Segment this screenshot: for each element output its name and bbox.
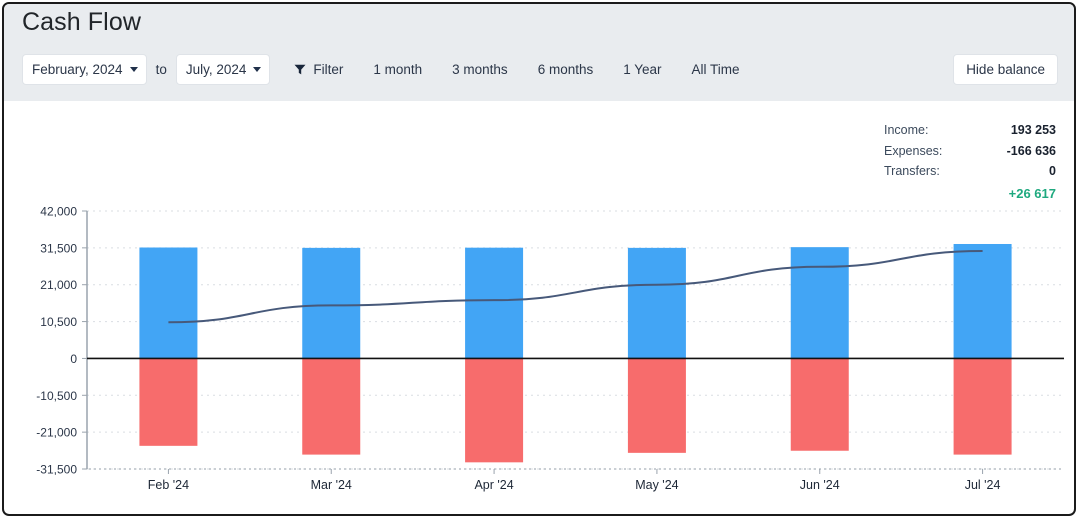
date-range-separator: to — [155, 61, 167, 77]
range-3-months[interactable]: 3 months — [452, 61, 508, 77]
date-from-select[interactable]: February, 2024 — [22, 53, 147, 85]
x-axis-tick-label: Feb '24 — [148, 478, 189, 492]
x-axis-tick-label: Jun '24 — [800, 478, 840, 492]
income-bar[interactable] — [302, 247, 361, 359]
expense-bar[interactable] — [790, 358, 849, 451]
y-axis-tick-label: 31,500 — [40, 241, 77, 255]
transfers-value: 0 — [1049, 164, 1056, 178]
expense-bar[interactable] — [139, 358, 198, 446]
hide-balance-label: Hide balance — [966, 61, 1045, 77]
date-from-value: February, 2024 — [32, 61, 123, 77]
net-total-value: +26 617 — [1008, 185, 1056, 201]
header-bar: Cash Flow February, 2024 to July, 2024 F… — [4, 4, 1074, 101]
filter-label: Filter — [313, 61, 344, 77]
summary-panel: Income: 193 253 Expenses: -166 636 Trans… — [884, 120, 1056, 205]
summary-row-income: Income: 193 253 — [884, 120, 1056, 141]
expense-bar[interactable] — [627, 358, 686, 453]
range-1-month[interactable]: 1 month — [373, 61, 423, 77]
date-to-value: July, 2024 — [185, 61, 247, 77]
income-bar[interactable] — [465, 247, 524, 359]
range-1-year[interactable]: 1 Year — [623, 61, 662, 77]
income-value: 193 253 — [1010, 123, 1056, 137]
range-all-time[interactable]: All Time — [691, 61, 740, 77]
page-title: Cash Flow — [22, 8, 141, 36]
y-axis-tick-label: 42,000 — [40, 205, 77, 219]
filter-button[interactable]: Filter — [294, 62, 343, 77]
y-axis-tick-label: -10,500 — [36, 389, 77, 403]
filter-icon — [294, 64, 306, 75]
x-axis-tick-label: Jul '24 — [965, 478, 1001, 492]
chevron-down-icon — [253, 66, 262, 72]
y-axis-tick-label: 10,500 — [40, 315, 77, 329]
income-label: Income: — [884, 123, 929, 137]
income-bar[interactable] — [139, 247, 198, 359]
expenses-label: Expenses: — [884, 143, 943, 158]
expense-bar[interactable] — [302, 358, 361, 455]
income-bar[interactable] — [790, 247, 849, 359]
toolbar: February, 2024 to July, 2024 Filter 1 mo… — [22, 53, 1058, 85]
expenses-value: -166 636 — [1006, 143, 1056, 158]
expense-bar[interactable] — [465, 358, 524, 463]
cash-flow-chart: 42,000 31,500 21,000 10,500 0 -10,500 -21,000 -… — [4, 101, 1074, 514]
transfers-label: Transfers: — [884, 164, 940, 178]
date-to-select[interactable]: July, 2024 — [175, 53, 271, 85]
y-axis-tick-label: 21,000 — [40, 278, 77, 292]
x-axis-tick-label: Apr '24 — [474, 478, 513, 492]
x-axis-tick-label: May '24 — [635, 478, 678, 492]
summary-row-transfers: Transfers: 0 — [884, 161, 1056, 182]
chart-canvas: 42,000 31,500 21,000 10,500 0 -10,500 -21,000 -… — [36, 205, 1064, 492]
income-bar[interactable] — [627, 247, 686, 359]
y-axis-tick-label: -31,500 — [36, 463, 77, 477]
summary-row-expenses: Expenses: -166 636 — [884, 141, 1056, 162]
x-axis-tick-label: Mar '24 — [311, 478, 352, 492]
hide-balance-button[interactable]: Hide balance — [953, 53, 1058, 85]
y-axis-tick-label: -21,000 — [36, 426, 77, 440]
y-axis-tick-label: 0 — [70, 352, 77, 366]
expense-bar[interactable] — [953, 358, 1012, 455]
balance-trend-line — [168, 250, 983, 324]
range-6-months[interactable]: 6 months — [537, 61, 594, 77]
chevron-down-icon — [129, 66, 138, 72]
income-bar[interactable] — [953, 243, 1012, 359]
